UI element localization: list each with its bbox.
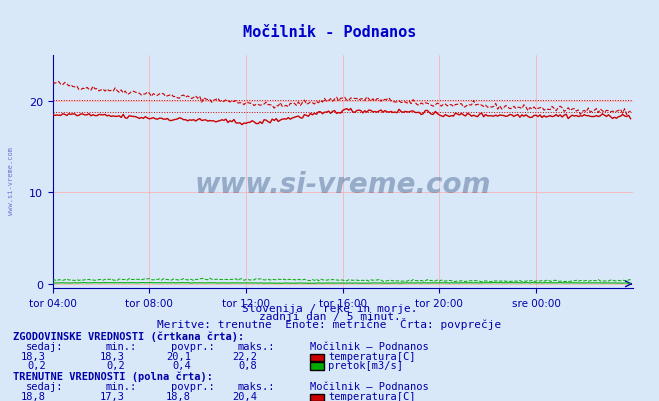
- Text: sedaj:: sedaj:: [26, 381, 64, 391]
- Text: Močilnik – Podnanos: Močilnik – Podnanos: [310, 381, 428, 391]
- Text: 0,2: 0,2: [107, 360, 125, 370]
- Text: Močilnik – Podnanos: Močilnik – Podnanos: [310, 341, 428, 351]
- Text: 0,1: 0,1: [107, 400, 125, 401]
- Text: 20,1: 20,1: [166, 351, 191, 361]
- Text: 0,1: 0,1: [28, 400, 46, 401]
- Text: ZGODOVINSKE VREDNOSTI (črtkana črta):: ZGODOVINSKE VREDNOSTI (črtkana črta):: [13, 330, 244, 341]
- Text: min.:: min.:: [105, 381, 136, 391]
- Text: sedaj:: sedaj:: [26, 341, 64, 351]
- Text: pretok[m3/s]: pretok[m3/s]: [328, 360, 403, 370]
- Text: 0,8: 0,8: [239, 360, 257, 370]
- Text: pretok[m3/s]: pretok[m3/s]: [328, 400, 403, 401]
- Text: www.si-vreme.com: www.si-vreme.com: [8, 146, 14, 215]
- Text: temperatura[C]: temperatura[C]: [328, 351, 416, 361]
- Text: Slovenija / reke in morje.: Slovenija / reke in morje.: [242, 303, 417, 313]
- Text: Meritve: trenutne  Enote: metrične  Črta: povprečje: Meritve: trenutne Enote: metrične Črta: …: [158, 317, 501, 329]
- Text: Močilnik - Podnanos: Močilnik - Podnanos: [243, 24, 416, 40]
- Text: 0,4: 0,4: [173, 360, 191, 370]
- Text: 22,2: 22,2: [232, 351, 257, 361]
- Text: min.:: min.:: [105, 341, 136, 351]
- Text: 18,3: 18,3: [21, 351, 46, 361]
- Text: 0,1: 0,1: [173, 400, 191, 401]
- Text: 18,8: 18,8: [166, 391, 191, 401]
- Text: 18,8: 18,8: [21, 391, 46, 401]
- Text: www.si-vreme.com: www.si-vreme.com: [194, 170, 491, 198]
- Text: 20,4: 20,4: [232, 391, 257, 401]
- Text: 0,2: 0,2: [239, 400, 257, 401]
- Text: zadnji dan / 5 minut.: zadnji dan / 5 minut.: [258, 311, 401, 321]
- Text: maks.:: maks.:: [237, 341, 275, 351]
- Text: 0,2: 0,2: [28, 360, 46, 370]
- Text: povpr.:: povpr.:: [171, 341, 215, 351]
- Text: temperatura[C]: temperatura[C]: [328, 391, 416, 401]
- Text: TRENUTNE VREDNOSTI (polna črta):: TRENUTNE VREDNOSTI (polna črta):: [13, 371, 213, 381]
- Text: 18,3: 18,3: [100, 351, 125, 361]
- Text: 17,3: 17,3: [100, 391, 125, 401]
- Text: povpr.:: povpr.:: [171, 381, 215, 391]
- Text: maks.:: maks.:: [237, 381, 275, 391]
